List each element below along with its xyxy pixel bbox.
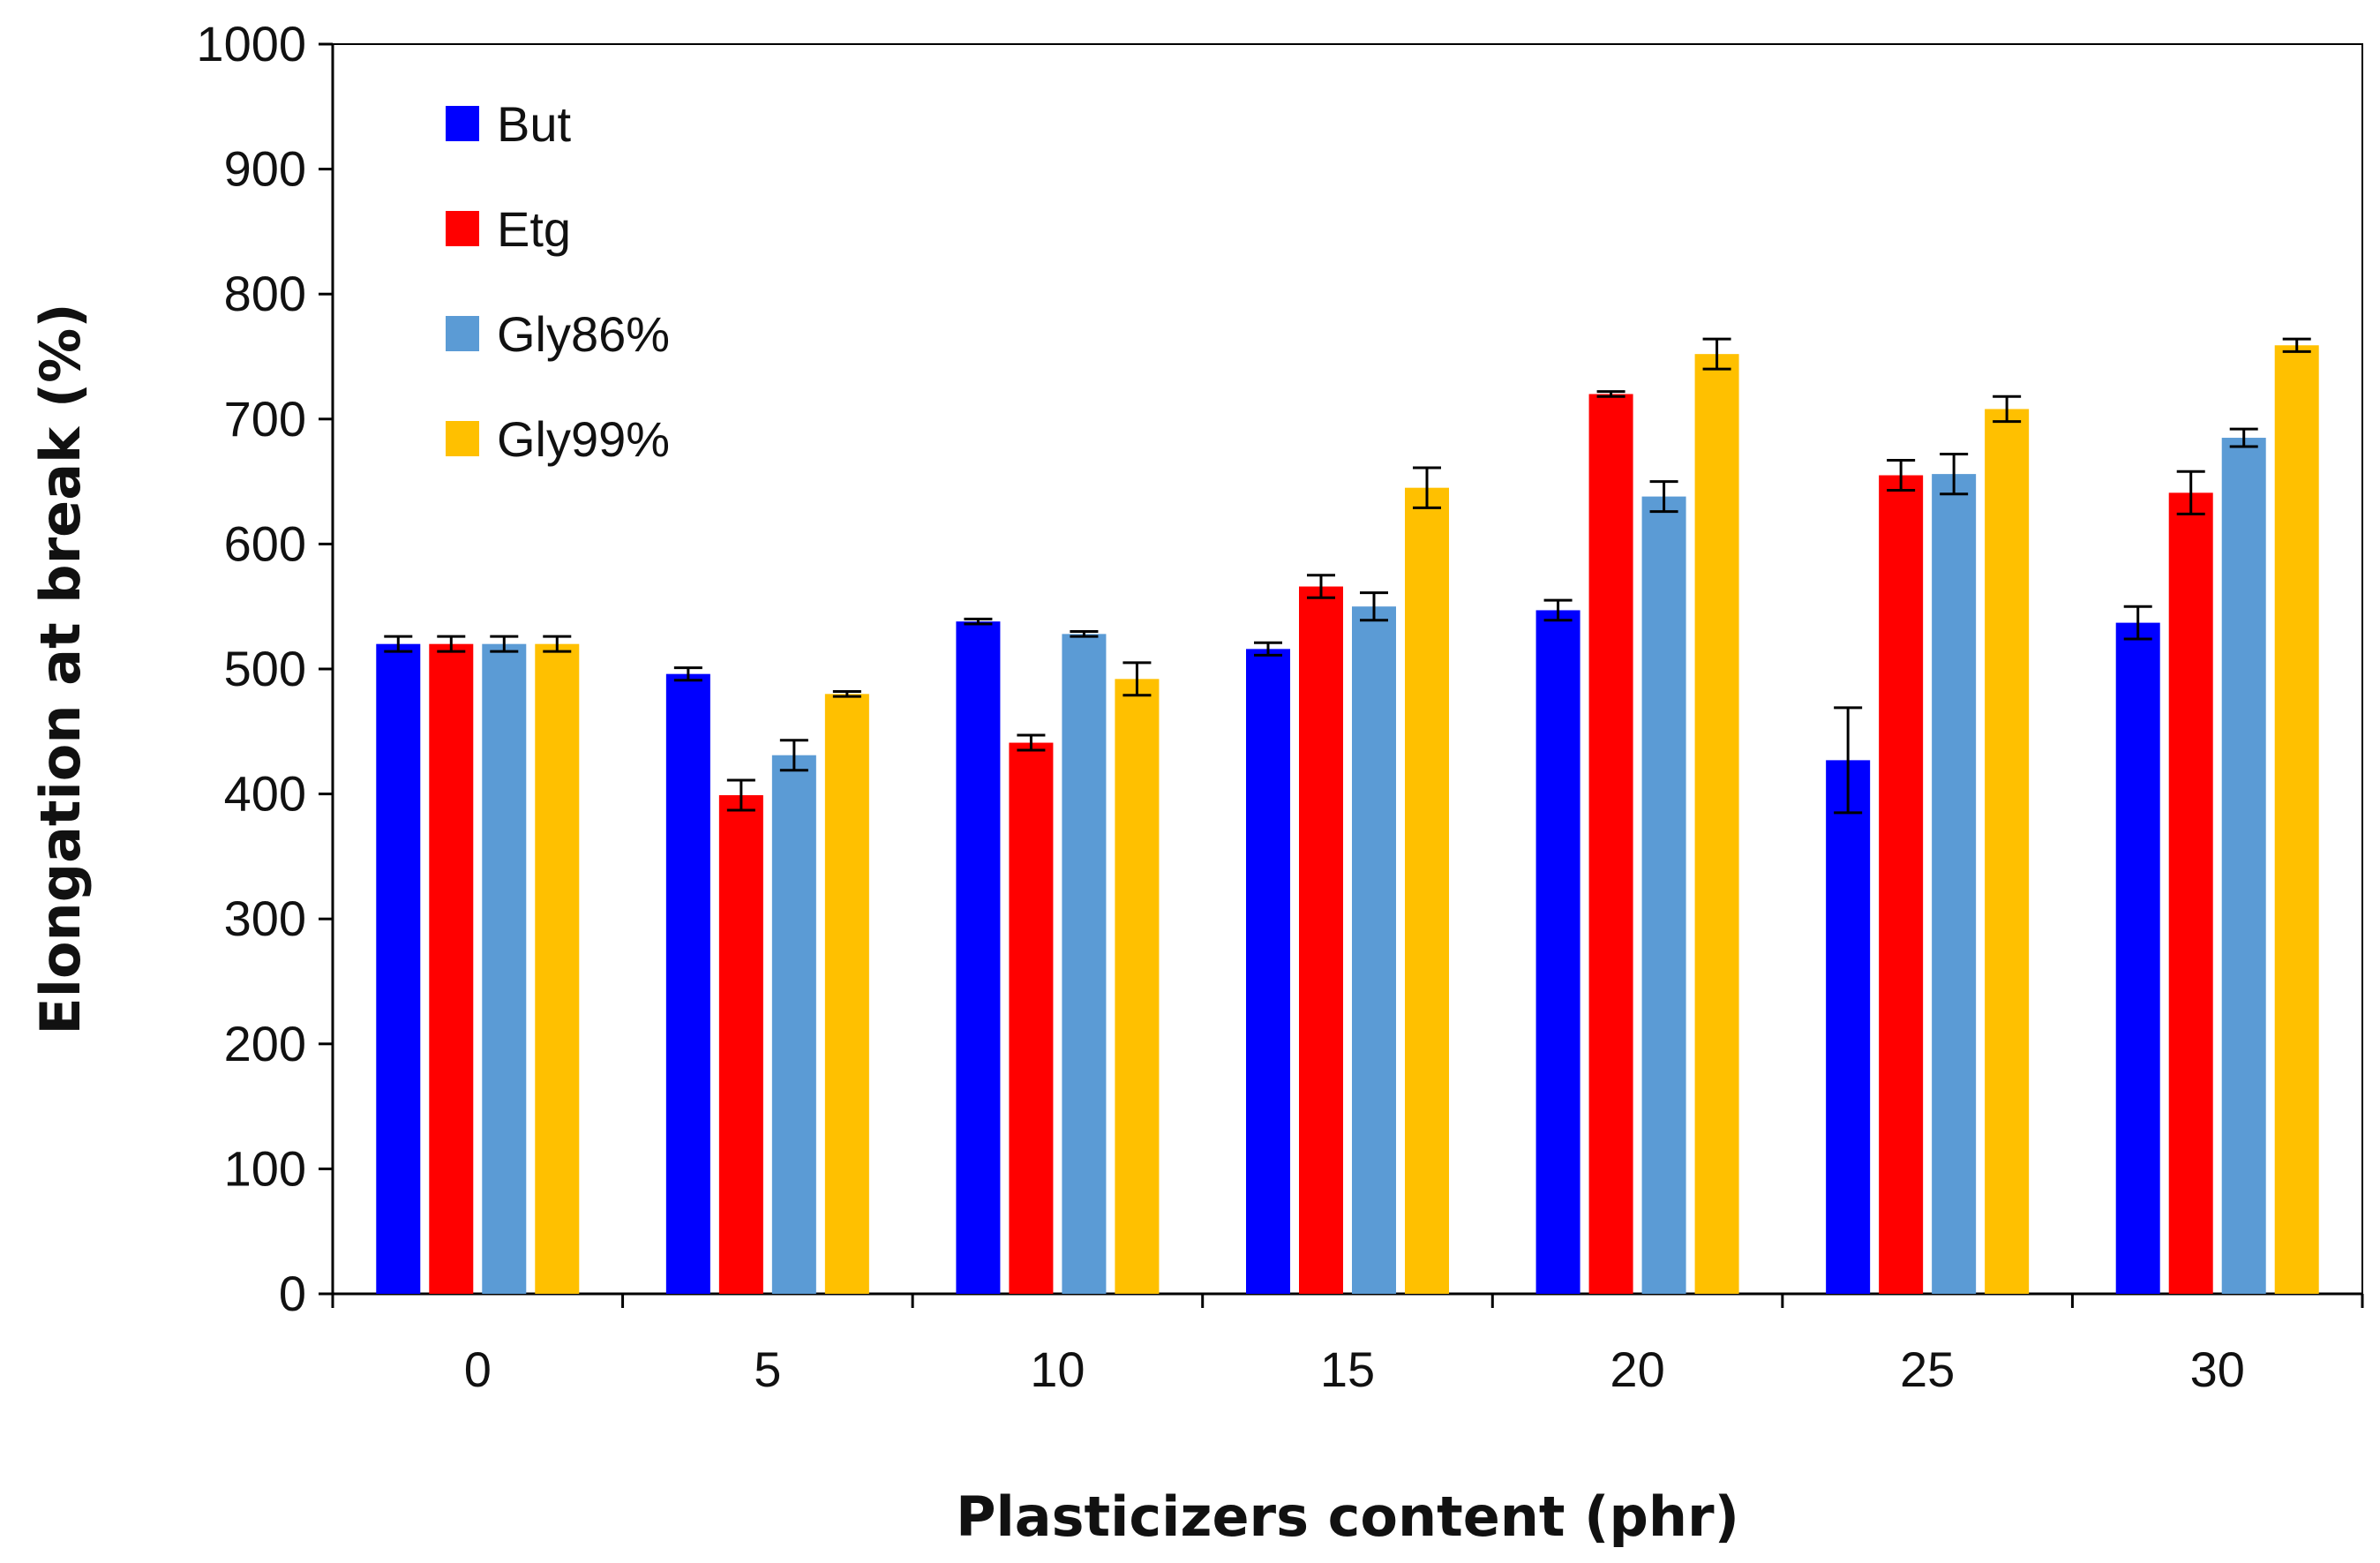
bar-gly99-10: [1115, 679, 1160, 1294]
error-bar-gly99-0: [543, 635, 572, 653]
error-bar-gly86-20: [1649, 480, 1678, 514]
error-bar-etg-10: [1017, 733, 1046, 752]
error-bar-but-5: [673, 666, 702, 682]
bar-gly99-20: [1694, 354, 1739, 1295]
y-tick-label: 200: [224, 1016, 306, 1071]
error-bar-but-15: [1254, 641, 1282, 657]
x-axis: 0 5 10 15 20 25 30: [331, 1292, 2364, 1397]
bar-etg-20: [1588, 394, 1633, 1295]
error-bar-but-0: [384, 635, 413, 653]
error-bar-but-20: [1543, 598, 1573, 622]
error-bar-but-10: [964, 617, 993, 626]
y-tick-label: 900: [224, 141, 306, 197]
error-bar-gly99-15: [1413, 466, 1441, 509]
error-bar-gly99-5: [832, 689, 861, 698]
bar-gly86-0: [482, 643, 527, 1294]
legend-label-gly86: Gly86%: [497, 306, 670, 362]
legend-swatch-gly99: [446, 421, 479, 456]
error-bar-etg-20: [1596, 390, 1625, 398]
y-tick-label: 0: [279, 1266, 306, 1321]
x-tick-label: 30: [2190, 1341, 2245, 1397]
error-bar-etg-15: [1307, 574, 1335, 599]
bar-gly86-20: [1641, 496, 1686, 1294]
x-tick-label: 10: [1030, 1341, 1085, 1397]
error-bar-gly86-15: [1360, 591, 1388, 622]
bar-but-15: [1246, 649, 1290, 1294]
bar-gly99-0: [535, 643, 580, 1294]
x-axis-title: Plasticizers content (phr): [956, 1484, 1739, 1549]
bar-gly86-30: [2221, 438, 2266, 1294]
bar-gly86-5: [771, 755, 816, 1294]
bar-but-25: [1826, 760, 1871, 1294]
error-bar-etg-0: [437, 635, 466, 653]
legend-swatch-gly86: [446, 316, 479, 351]
legend-label-but: But: [497, 96, 571, 152]
bar-etg-10: [1009, 742, 1054, 1294]
y-tick-label: 500: [224, 641, 306, 696]
legend-swatch-etg: [446, 211, 479, 246]
y-axis: 0 100 200 300 400 500 600 700 800 900 1000: [196, 16, 334, 1321]
error-bar-gly99-25: [1993, 395, 2022, 424]
error-bars: [384, 337, 2311, 815]
y-axis-title: Elongation at break (%): [28, 303, 93, 1034]
error-bar-but-25: [1834, 706, 1863, 815]
error-bar-gly99-10: [1122, 661, 1152, 697]
x-tick-label: 15: [1320, 1341, 1375, 1397]
bar-but-5: [665, 673, 710, 1294]
error-bar-gly86-30: [2229, 427, 2258, 448]
bar-gly99-30: [2274, 345, 2319, 1295]
bar-etg-5: [718, 795, 763, 1294]
y-tick-label: 400: [224, 766, 306, 822]
error-bar-etg-30: [2176, 470, 2205, 515]
legend: But Etg Gly86% Gly99%: [446, 96, 670, 467]
y-tick-label: 800: [224, 266, 306, 321]
bar-but-30: [2115, 622, 2160, 1294]
plot-frame: [332, 43, 2363, 1295]
y-tick-label: 300: [224, 890, 306, 946]
error-bar-gly99-20: [1702, 337, 1731, 371]
error-bar-but-30: [2123, 605, 2152, 641]
bar-gly99-15: [1405, 487, 1449, 1294]
bars: [376, 345, 2319, 1295]
bar-gly99-5: [824, 694, 869, 1294]
bar-but-0: [376, 643, 421, 1294]
y-tick-label: 700: [224, 391, 306, 447]
bar-etg-30: [2168, 492, 2213, 1294]
error-bar-gly86-10: [1070, 630, 1099, 638]
legend-label-etg: Etg: [497, 201, 571, 257]
bar-gly99-25: [1985, 409, 2030, 1294]
legend-label-gly99: Gly99%: [497, 411, 670, 467]
x-tick-label: 5: [754, 1341, 781, 1397]
bar-etg-25: [1879, 475, 1924, 1294]
bar-gly86-10: [1062, 634, 1107, 1294]
error-bar-gly99-30: [2282, 337, 2311, 353]
y-tick-label: 600: [224, 515, 306, 571]
error-bar-gly86-5: [779, 739, 808, 772]
bar-gly86-15: [1352, 606, 1396, 1294]
error-bar-etg-5: [726, 778, 755, 812]
x-tick-label: 25: [1900, 1341, 1955, 1397]
y-tick-label: 100: [224, 1140, 306, 1196]
bar-but-10: [956, 621, 1001, 1294]
x-tick-label: 20: [1610, 1341, 1664, 1397]
bar-gly86-25: [1932, 474, 1977, 1294]
legend-swatch-but: [446, 106, 479, 141]
error-bar-gly86-0: [490, 635, 519, 653]
error-bar-etg-25: [1887, 459, 1916, 492]
bar-etg-15: [1299, 586, 1343, 1294]
error-bar-gly86-25: [1940, 452, 1969, 496]
bar-but-20: [1535, 610, 1580, 1294]
bar-etg-0: [429, 643, 474, 1294]
x-tick-label: 0: [464, 1341, 492, 1397]
y-tick-label: 1000: [196, 16, 306, 71]
